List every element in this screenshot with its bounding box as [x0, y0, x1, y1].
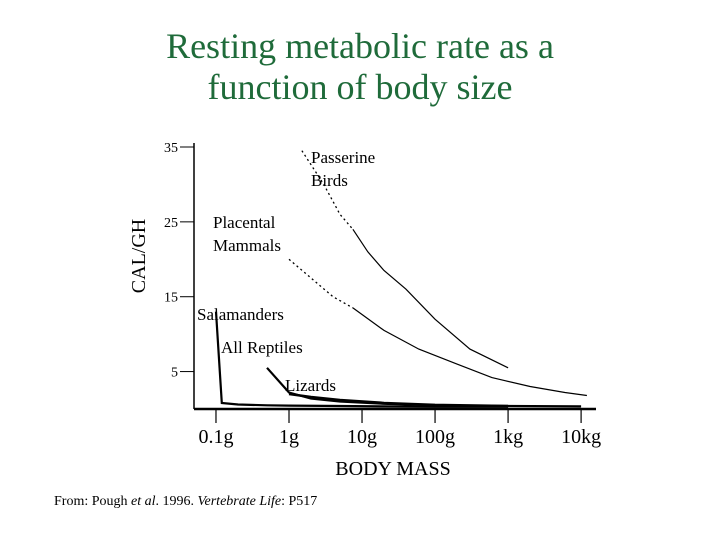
- x-tick-label-2: 10g: [347, 426, 377, 448]
- x-tick-label-4: 1kg: [493, 426, 523, 448]
- x-tick-label-0: 0.1g: [198, 426, 233, 448]
- series-label-passerine-birds-line-1: Passerine: [311, 148, 375, 167]
- source-suffix: : P517: [281, 494, 318, 509]
- series-label-placental-mammals-line-1: Placental: [213, 213, 276, 232]
- series-label-placental-mammals-line-2: Mammals: [213, 236, 281, 255]
- y-tick-label-0: 5: [171, 366, 178, 381]
- series-passerine-birds-extrapolated-line: [301, 150, 354, 230]
- x-tick-label-5: 10kg: [561, 426, 601, 448]
- chart-title: Resting metabolic rate as a function of …: [0, 26, 720, 108]
- series-label-passerine-birds-line-2: Birds: [311, 171, 348, 190]
- y-axis-label: CAL/GH: [128, 219, 150, 293]
- x-axis-label: BODY MASS: [335, 458, 450, 480]
- x-tick-label-3: 100g: [415, 426, 455, 448]
- series-label-salamanders: Salamanders: [197, 305, 284, 324]
- series-passerine-birds-line: [352, 228, 509, 369]
- series-label-lizards: Lizards: [285, 376, 336, 395]
- y-tick-label-3: 35: [164, 141, 178, 156]
- source-book: Vertebrate Life: [197, 494, 282, 509]
- source-etal: et al: [131, 494, 156, 509]
- source-prefix: From: Pough: [54, 494, 132, 509]
- y-tick-label-1: 15: [164, 291, 178, 306]
- series-label-all-reptiles: All Reptiles: [221, 338, 303, 357]
- source-citation: From: Pough et al. 1996. Vertebrate Life…: [54, 494, 317, 510]
- source-middle: . 1996.: [155, 494, 198, 509]
- chart-title-line-2: function of body size: [207, 67, 513, 107]
- series-placental-mammals-extrapolated-line: [288, 258, 354, 309]
- series-salamanders-line: [214, 311, 509, 408]
- x-tick-label-1: 1g: [279, 426, 299, 448]
- series-lizards-line: [288, 392, 509, 408]
- chart-title-line-1: Resting metabolic rate as a: [166, 26, 554, 66]
- series-placental-mammals-line: [352, 307, 587, 397]
- y-tick-label-2: 25: [164, 216, 178, 231]
